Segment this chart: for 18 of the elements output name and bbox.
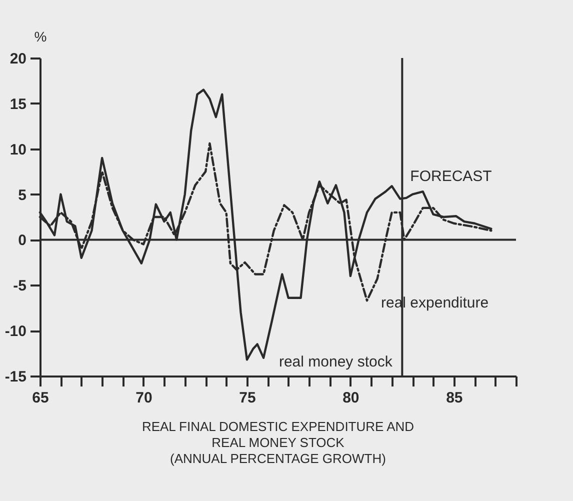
x-tick-label: 80: [342, 390, 360, 406]
ref-line-label: FORECAST: [410, 168, 492, 185]
series-label: real money stock: [278, 354, 393, 371]
y-tick-label: 10: [10, 141, 26, 158]
y-tick-label: 20: [10, 50, 26, 68]
y-tick-label: 15: [10, 96, 26, 113]
text: (ANNUAL PERCENTAGE GROWTH): [170, 451, 386, 466]
x-tick-label: 65: [32, 390, 49, 406]
y-tick-label: 0: [18, 232, 26, 250]
y-tick-label: -15: [4, 368, 26, 386]
y-tick-label: -5: [13, 278, 26, 295]
x-tick-label: 85: [446, 390, 463, 406]
x-tick-label: 75: [239, 390, 256, 406]
y-axis-title: %: [34, 28, 47, 44]
x-tick-label: 70: [136, 390, 152, 406]
y-tick-label: 5: [18, 186, 26, 204]
y-tick-label: -10: [4, 323, 26, 340]
text: REAL FINAL DOMESTIC EXPENDITURE AND REAL MONEY STOCK: [142, 419, 414, 450]
